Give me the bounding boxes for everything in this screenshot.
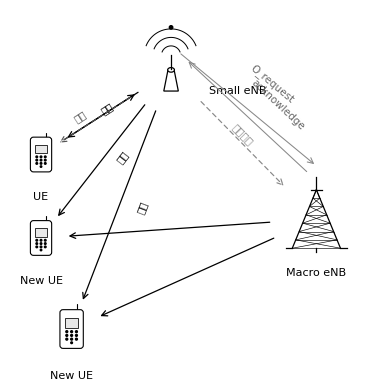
Circle shape — [66, 334, 68, 336]
Text: 连接: 连接 — [72, 109, 88, 125]
Circle shape — [71, 338, 73, 340]
Bar — [35, 228, 47, 237]
Circle shape — [71, 342, 73, 344]
Circle shape — [36, 239, 38, 241]
Circle shape — [71, 331, 73, 333]
Circle shape — [45, 239, 46, 241]
Circle shape — [40, 159, 42, 161]
Text: UE: UE — [33, 193, 48, 203]
Circle shape — [76, 331, 77, 333]
Circle shape — [40, 249, 42, 251]
Circle shape — [40, 246, 42, 248]
Circle shape — [45, 159, 46, 161]
Circle shape — [36, 243, 38, 244]
Text: 连接: 连接 — [135, 200, 149, 215]
Circle shape — [36, 156, 38, 157]
Circle shape — [40, 166, 42, 167]
Text: New UE: New UE — [19, 276, 62, 286]
Text: 连接: 连接 — [114, 149, 130, 165]
FancyBboxPatch shape — [30, 137, 52, 172]
Circle shape — [36, 159, 38, 161]
Ellipse shape — [168, 68, 175, 72]
Circle shape — [45, 163, 46, 164]
Circle shape — [36, 163, 38, 164]
Text: O_request: O_request — [248, 63, 296, 106]
FancyBboxPatch shape — [60, 310, 83, 349]
Circle shape — [40, 239, 42, 241]
Text: Small eNB: Small eNB — [209, 86, 267, 96]
Circle shape — [40, 156, 42, 157]
Circle shape — [76, 338, 77, 340]
Circle shape — [40, 243, 42, 244]
Text: 连接: 连接 — [99, 101, 115, 116]
Polygon shape — [164, 70, 178, 91]
Text: Macro eNB: Macro eNB — [286, 268, 346, 278]
Circle shape — [66, 338, 68, 340]
Circle shape — [76, 334, 77, 336]
Circle shape — [36, 246, 38, 248]
Circle shape — [169, 26, 173, 29]
Circle shape — [71, 334, 73, 336]
Circle shape — [66, 331, 68, 333]
Bar — [65, 318, 78, 328]
FancyBboxPatch shape — [30, 221, 52, 256]
Text: New UE: New UE — [50, 371, 93, 381]
Circle shape — [45, 243, 46, 244]
Circle shape — [45, 156, 46, 157]
Circle shape — [40, 163, 42, 164]
Text: 断开连接: 断开连接 — [230, 122, 255, 147]
Bar — [35, 145, 47, 153]
Text: acknowledge: acknowledge — [249, 78, 307, 132]
Circle shape — [45, 246, 46, 248]
